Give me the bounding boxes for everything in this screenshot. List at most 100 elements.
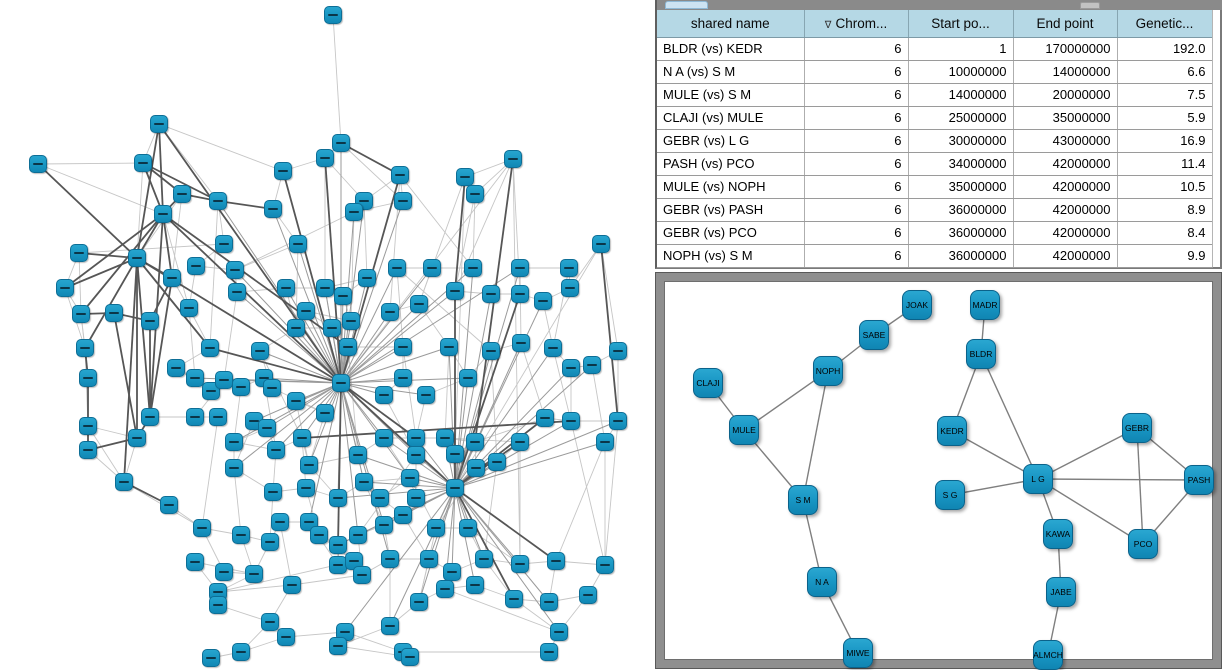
network-edge[interactable] xyxy=(454,487,515,600)
overview-node[interactable] xyxy=(261,533,279,551)
network-edge[interactable] xyxy=(259,350,303,439)
network-edge[interactable] xyxy=(162,213,349,348)
overview-node[interactable] xyxy=(561,279,579,297)
detail-node-joak[interactable]: JOAK xyxy=(902,290,932,320)
network-edge[interactable] xyxy=(418,487,456,603)
network-edge[interactable] xyxy=(454,176,466,292)
network-edge[interactable] xyxy=(324,157,342,384)
overview-node[interactable] xyxy=(358,269,376,287)
overview-node[interactable] xyxy=(420,550,438,568)
overview-node[interactable] xyxy=(562,359,580,377)
column-header-chrom[interactable]: ∇ Chrom... xyxy=(804,10,909,38)
network-edge[interactable] xyxy=(78,252,138,259)
overview-node[interactable] xyxy=(187,257,205,275)
overview-node[interactable] xyxy=(232,643,250,661)
network-edge[interactable] xyxy=(236,291,342,384)
network-edge[interactable] xyxy=(37,162,144,165)
overview-node[interactable] xyxy=(550,623,568,641)
network-edge[interactable] xyxy=(1037,427,1138,480)
overview-node[interactable] xyxy=(504,150,522,168)
network-edge[interactable] xyxy=(340,142,404,202)
overview-node[interactable] xyxy=(332,374,350,392)
overview-node[interactable] xyxy=(251,342,269,360)
overview-node[interactable] xyxy=(300,456,318,474)
network-edge[interactable] xyxy=(78,252,82,315)
overview-node[interactable] xyxy=(163,269,181,287)
network-edge[interactable] xyxy=(291,574,363,586)
network-edge[interactable] xyxy=(552,347,572,422)
overview-node[interactable] xyxy=(466,576,484,594)
network-edge[interactable] xyxy=(233,382,342,469)
detail-node-s-m[interactable]: S M xyxy=(788,485,818,515)
network-edge[interactable] xyxy=(158,123,342,384)
value-cell[interactable]: 8.9 xyxy=(1117,198,1213,222)
overview-node[interactable] xyxy=(105,304,123,322)
overview-node[interactable] xyxy=(427,519,445,537)
network-edge[interactable] xyxy=(223,291,238,381)
network-edge[interactable] xyxy=(490,350,498,463)
overview-node[interactable] xyxy=(547,552,565,570)
network-edge[interactable] xyxy=(305,310,342,384)
network-edge[interactable] xyxy=(136,123,160,259)
network-edge[interactable] xyxy=(279,521,293,586)
network-edge[interactable] xyxy=(340,142,401,176)
detail-node-claji[interactable]: CLAJI xyxy=(693,368,723,398)
overview-node[interactable] xyxy=(459,519,477,537)
network-edge[interactable] xyxy=(37,163,164,215)
network-edge[interactable] xyxy=(64,213,164,289)
value-cell[interactable]: 8.4 xyxy=(1117,221,1213,245)
network-edge[interactable] xyxy=(263,377,342,384)
value-cell[interactable]: 35000000 xyxy=(908,175,1014,199)
overview-node[interactable] xyxy=(596,556,614,574)
detail-node-kawa[interactable]: KAWA xyxy=(1043,519,1073,549)
network-edge[interactable] xyxy=(142,162,219,202)
network-edge[interactable] xyxy=(84,257,138,349)
overview-node[interactable] xyxy=(316,279,334,297)
network-edge[interactable] xyxy=(37,163,138,259)
value-cell[interactable]: 170000000 xyxy=(1013,37,1118,61)
overview-node[interactable] xyxy=(297,302,315,320)
overview-node[interactable] xyxy=(353,566,371,584)
overview-node[interactable] xyxy=(245,565,263,583)
network-edge[interactable] xyxy=(337,382,342,546)
overview-node[interactable] xyxy=(339,338,357,356)
network-edge[interactable] xyxy=(340,382,417,439)
network-edge[interactable] xyxy=(454,176,466,455)
overview-node[interactable] xyxy=(391,166,409,184)
overview-node[interactable] xyxy=(375,516,393,534)
overview-node[interactable] xyxy=(56,279,74,297)
value-cell[interactable]: 42000000 xyxy=(1013,175,1118,199)
overview-node[interactable] xyxy=(375,429,393,447)
overview-node[interactable] xyxy=(128,429,146,447)
overview-node[interactable] xyxy=(505,590,523,608)
network-edge[interactable] xyxy=(802,370,829,501)
network-edge[interactable] xyxy=(217,200,274,210)
detail-node-pash[interactable]: PASH xyxy=(1184,465,1214,495)
value-cell[interactable]: 6 xyxy=(804,175,909,199)
overview-node[interactable] xyxy=(410,295,428,313)
overview-node[interactable] xyxy=(345,203,363,221)
overview-node[interactable] xyxy=(329,536,347,554)
network-edge[interactable] xyxy=(162,213,342,384)
overview-node[interactable] xyxy=(79,369,97,387)
value-cell[interactable]: 6 xyxy=(804,60,909,84)
network-edge[interactable] xyxy=(340,290,456,384)
detail-node-bldr[interactable]: BLDR xyxy=(966,339,996,369)
network-edge[interactable] xyxy=(272,208,342,384)
overview-node[interactable] xyxy=(332,134,350,152)
overview-node[interactable] xyxy=(583,356,601,374)
network-edge[interactable] xyxy=(285,287,342,384)
overview-node[interactable] xyxy=(464,259,482,277)
network-edge[interactable] xyxy=(275,382,342,451)
network-edge[interactable] xyxy=(188,307,196,379)
value-cell[interactable]: 35000000 xyxy=(1013,106,1118,130)
network-edge[interactable] xyxy=(451,487,456,573)
overview-node[interactable] xyxy=(446,479,464,497)
overview-node[interactable] xyxy=(225,433,243,451)
overview-node[interactable] xyxy=(446,282,464,300)
shared-name-cell[interactable]: GEBR (vs) L G xyxy=(657,129,805,153)
network-edge[interactable] xyxy=(158,123,164,215)
overview-node[interactable] xyxy=(193,519,211,537)
network-edge[interactable] xyxy=(444,346,450,439)
value-cell[interactable]: 6 xyxy=(804,129,909,153)
